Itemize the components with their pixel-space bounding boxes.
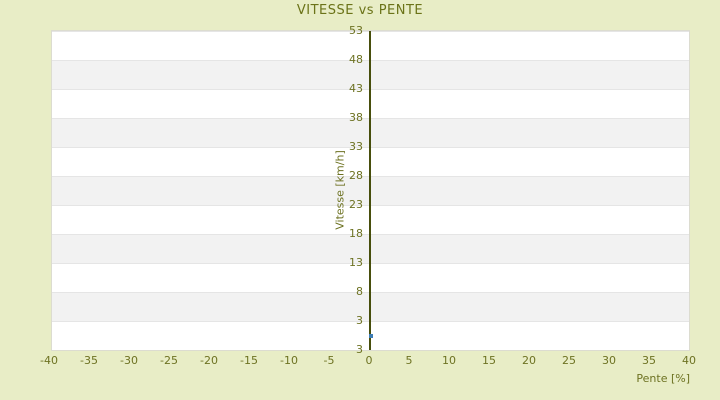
- x-tick-label: -25: [160, 354, 178, 367]
- x-tick-label: -10: [280, 354, 298, 367]
- y-tick-label: 3: [356, 314, 363, 327]
- y-axis-line: [369, 31, 371, 350]
- y-tick-label: 33: [349, 140, 363, 153]
- x-tick-label: -15: [240, 354, 258, 367]
- y-tick-label: 53: [349, 24, 363, 37]
- y-axis-title: Vitesse [km/h]: [333, 150, 347, 230]
- x-tick-label: 10: [442, 354, 456, 367]
- plot-area: [52, 31, 689, 350]
- y-tick-label: 13: [349, 256, 363, 269]
- x-tick-label: 5: [405, 354, 413, 367]
- y-tick-label: 8: [356, 285, 363, 298]
- data-point-marker: [369, 334, 373, 338]
- y-tick-label: 23: [349, 198, 363, 211]
- x-tick-label: 25: [562, 354, 576, 367]
- x-tick-label: 15: [482, 354, 496, 367]
- x-tick-label: -30: [120, 354, 138, 367]
- y-tick-label: 18: [349, 227, 363, 240]
- x-tick-label: 30: [602, 354, 616, 367]
- y-tick-label: 43: [349, 82, 363, 95]
- x-tick-label: 0: [365, 354, 373, 367]
- y-tick-label: 38: [349, 111, 363, 124]
- chart-title: VITESSE vs PENTE: [296, 3, 424, 18]
- x-axis-title: Pente [%]: [636, 372, 690, 385]
- y-tick-label: 28: [349, 169, 363, 182]
- x-tick-label: -35: [80, 354, 98, 367]
- x-tick-label: 20: [522, 354, 536, 367]
- y-tick-label: 48: [349, 53, 363, 66]
- x-tick-label: 40: [682, 354, 696, 367]
- x-tick-label: -40: [40, 354, 58, 367]
- x-tick-label: -5: [323, 354, 335, 367]
- x-tick-label: 35: [642, 354, 656, 367]
- y-tick-label: 3: [356, 343, 363, 356]
- x-tick-label: -20: [200, 354, 218, 367]
